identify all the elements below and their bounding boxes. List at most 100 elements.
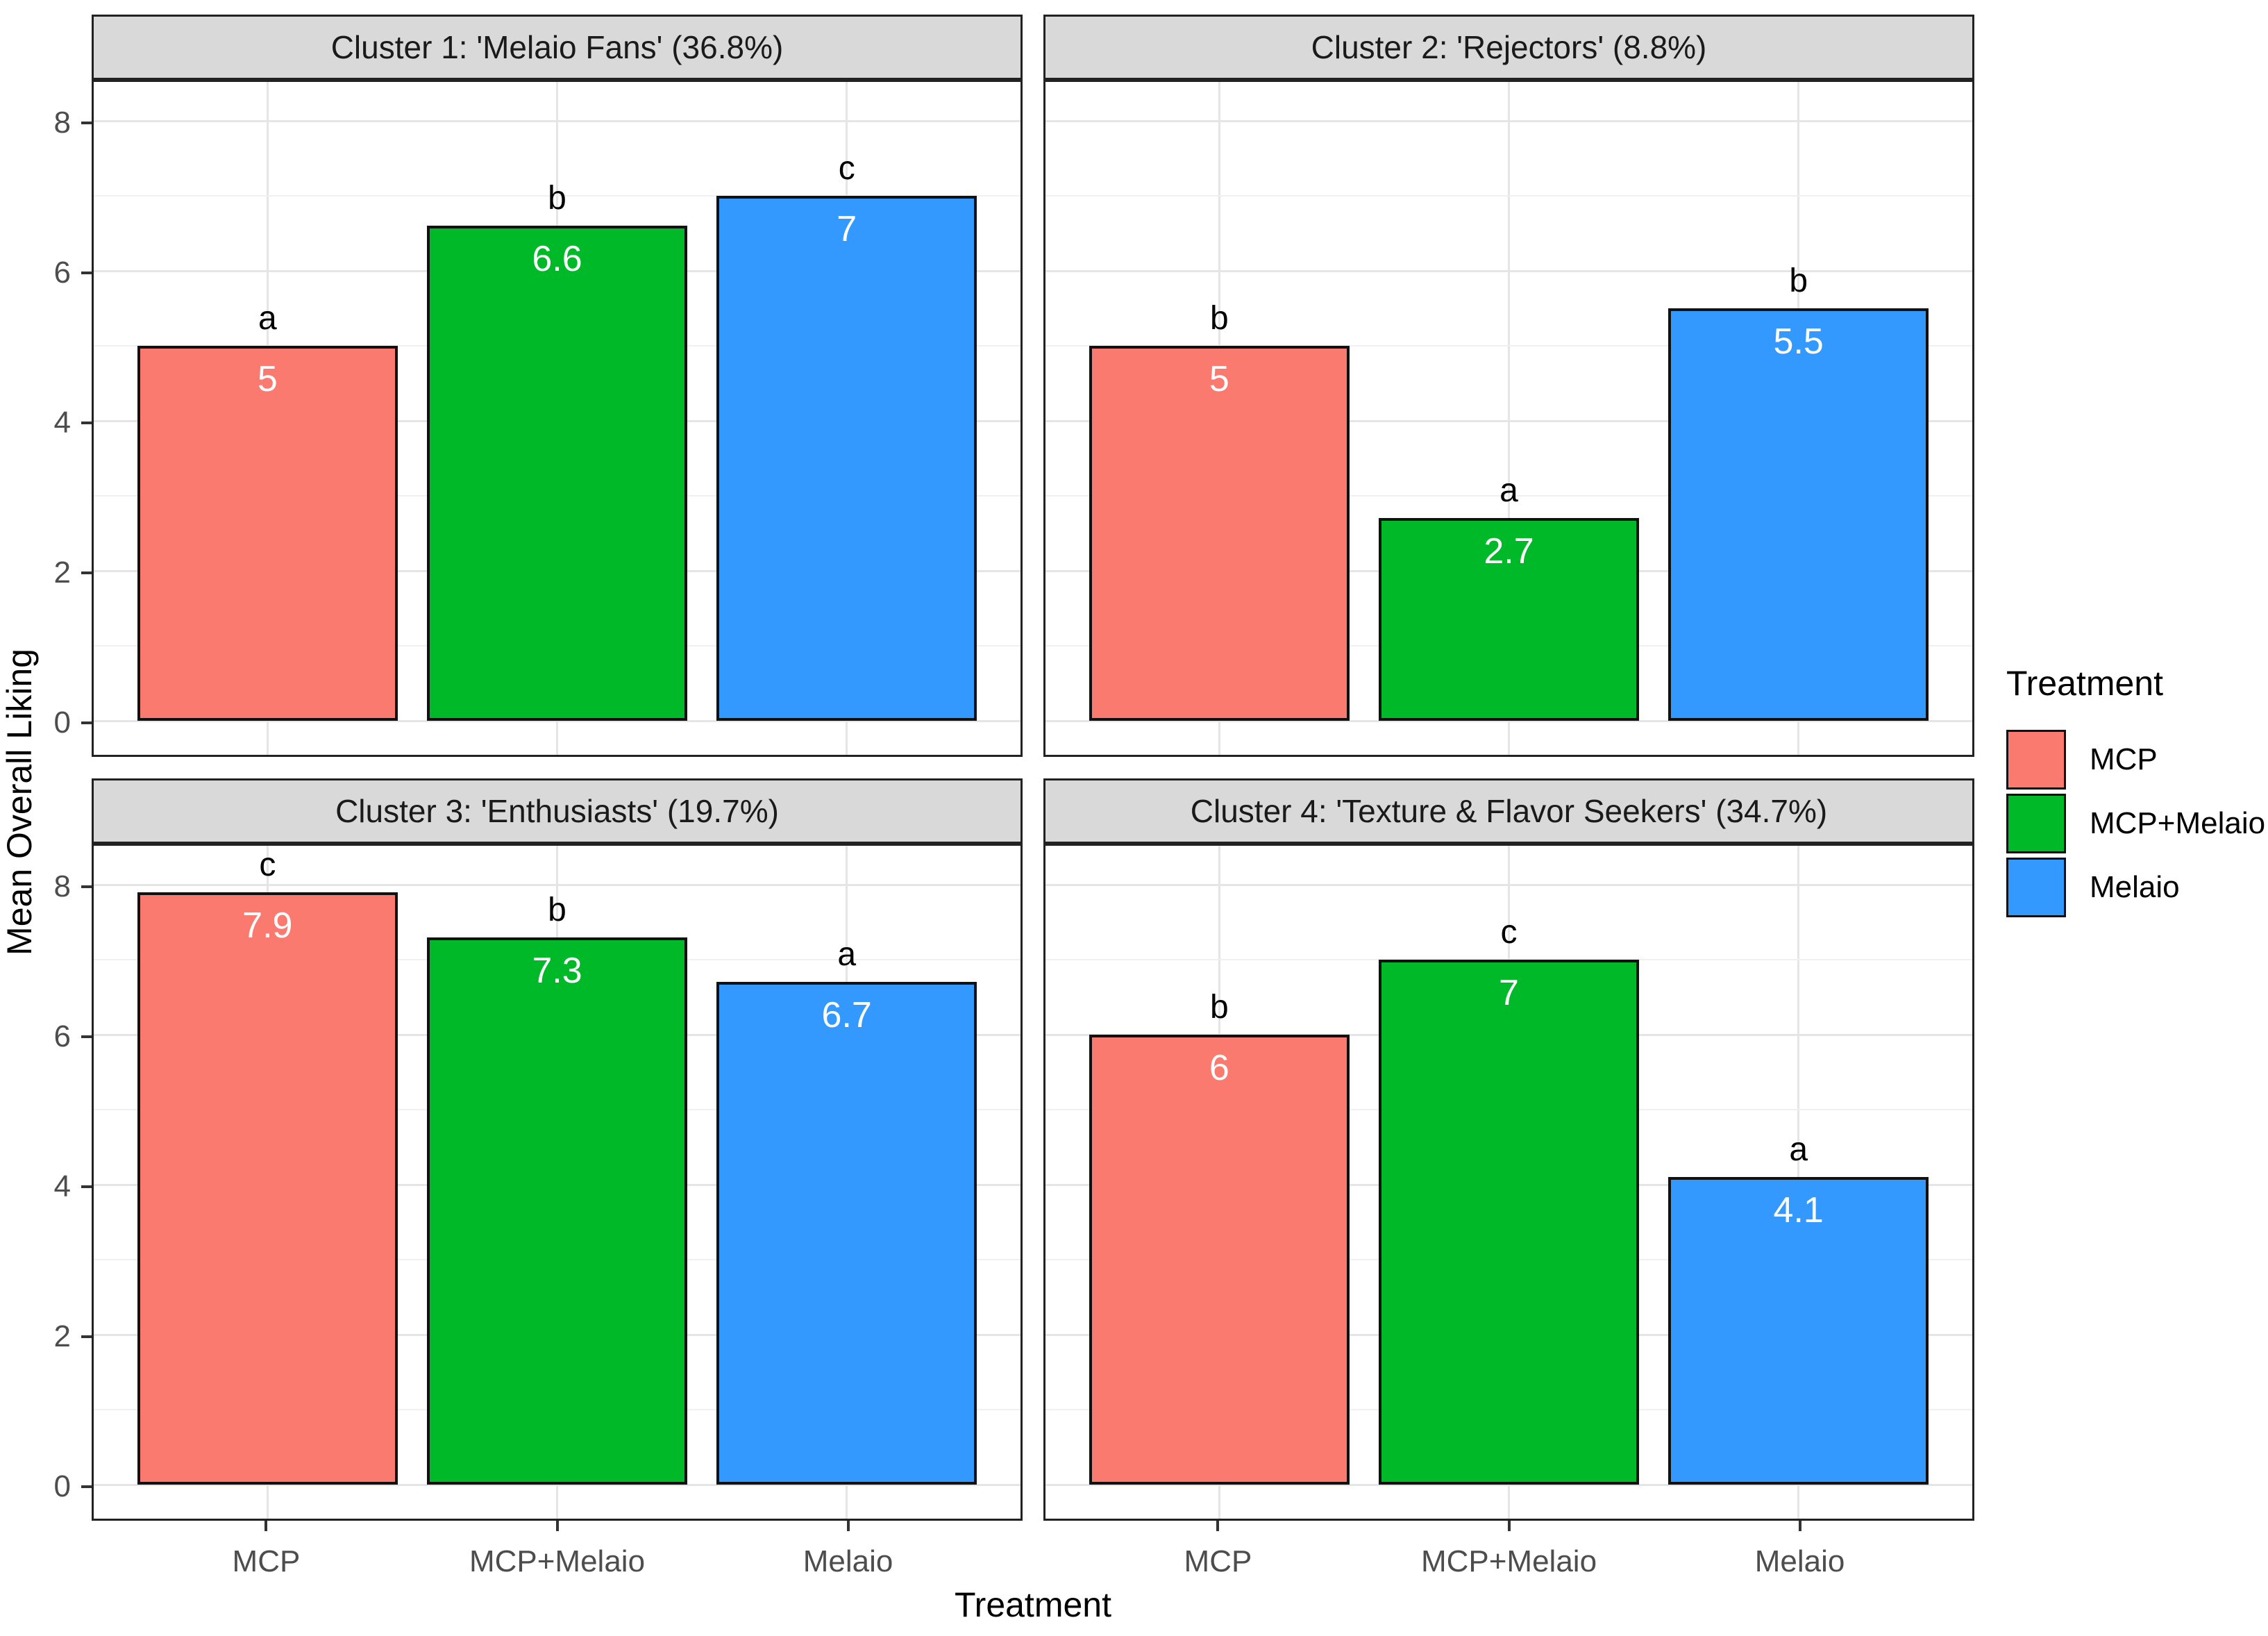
bar-value-label: 2.7 [1484, 531, 1534, 572]
gridline-minor [94, 195, 1020, 197]
bar-value-label: 4.1 [1773, 1190, 1824, 1231]
significance-letter: c [259, 846, 276, 883]
significance-letter: a [258, 300, 277, 337]
facet-title: Cluster 4: 'Texture & Flavor Seekers' (3… [1190, 793, 1828, 829]
bar-melaio: 5.5 [1668, 308, 1929, 721]
facet-strip-cluster4: Cluster 4: 'Texture & Flavor Seekers' (3… [1043, 778, 1974, 844]
facet-panel-cluster4: 6 b 7 c 4.1 a [1043, 844, 1974, 1521]
y-tick-label: 6 [53, 256, 71, 290]
x-tick-label: Melaio [1754, 1544, 1845, 1578]
y-tick-mark [81, 122, 92, 124]
significance-letter: a [837, 936, 857, 974]
gridline-minor [1045, 195, 1972, 197]
y-tick-mark [81, 421, 92, 424]
y-tick-mark [81, 1035, 92, 1038]
gridline-major [1045, 269, 1972, 272]
bar-value-label: 7.3 [532, 950, 582, 991]
x-tick-label: MCP+Melaio [1420, 1544, 1597, 1578]
bar-value-label: 5 [257, 359, 278, 399]
bar-value-label: 5.5 [1773, 322, 1824, 362]
gridline-major [94, 883, 1020, 886]
y-tick-mark [81, 1185, 92, 1188]
facet-title: Cluster 2: 'Rejectors' (8.8%) [1311, 29, 1707, 65]
bar-mcp: 7.9 [137, 892, 398, 1485]
facet-panel-cluster3: 7.9 c 7.3 b 6.7 a [92, 844, 1023, 1521]
bar-melaio: 7 [716, 196, 977, 721]
y-tick-label: 4 [53, 1169, 71, 1203]
x-tick-mark [1507, 1521, 1511, 1531]
bar-value-label: 6.7 [821, 995, 872, 1036]
gridline-major [1045, 883, 1972, 886]
gridline-major [94, 1483, 1020, 1486]
legend-key-melaio: Melaio [2006, 858, 2263, 917]
y-tick-label: 8 [53, 869, 71, 903]
x-tick-label: MCP [232, 1544, 301, 1578]
legend-swatch-melaio [2006, 858, 2066, 917]
bar-value-label: 7.9 [242, 905, 293, 946]
bar-mcp+melaio: 7 [1378, 960, 1640, 1485]
legend-title: Treatment [2006, 664, 2164, 703]
y-tick-label: 8 [53, 106, 71, 140]
facet-strip-cluster2: Cluster 2: 'Rejectors' (8.8%) [1043, 15, 1974, 80]
significance-letter: b [548, 180, 566, 217]
bar-value-label: 5 [1209, 359, 1229, 399]
gridline-major [94, 719, 1020, 722]
facet-panel-cluster2: 5 b 2.7 a 5.5 b [1043, 80, 1974, 757]
facet-panel-cluster1: 5 a 6.6 b 7 c [92, 80, 1023, 757]
y-tick-label: 0 [53, 1469, 71, 1503]
significance-letter: a [1500, 472, 1518, 510]
bar-mcp+melaio: 2.7 [1378, 518, 1640, 721]
bar-value-label: 7 [837, 209, 857, 249]
gridline-major [1045, 1483, 1972, 1486]
facet-strip-cluster1: Cluster 1: 'Melaio Fans' (36.8%) [92, 15, 1023, 80]
facet-title: Cluster 3: 'Enthusiasts' (19.7%) [335, 793, 779, 829]
y-tick-mark [81, 1335, 92, 1338]
gridline-major [1045, 119, 1972, 122]
bar-mcp: 5 [1089, 346, 1350, 721]
y-tick-mark [81, 885, 92, 888]
y-tick-mark [81, 721, 92, 724]
legend-swatch-mcp-melaio [2006, 794, 2066, 853]
significance-letter: b [1789, 262, 1808, 299]
legend-label: MCP [2090, 742, 2158, 776]
y-axis-title: Mean Overall Liking [0, 649, 39, 955]
gridline-minor [1045, 345, 1972, 347]
significance-letter: c [838, 150, 855, 187]
significance-letter: b [1209, 989, 1229, 1026]
legend-label: MCP+Melaio [2090, 806, 2266, 840]
legend-swatch-mcp [2006, 730, 2066, 790]
y-tick-label: 2 [53, 1319, 71, 1353]
legend-label: Melaio [2090, 870, 2180, 904]
gridline-vertical [1508, 82, 1510, 755]
x-tick-mark [846, 1521, 850, 1531]
bar-mcp+melaio: 6.6 [426, 226, 688, 721]
x-tick-mark [1216, 1521, 1220, 1531]
legend: Treatment MCP MCP+Melaio Melaio [2006, 663, 2266, 921]
facet-strip-cluster3: Cluster 3: 'Enthusiasts' (19.7%) [92, 778, 1023, 844]
x-tick-label: Melaio [803, 1544, 893, 1578]
facet-title: Cluster 1: 'Melaio Fans' (36.8%) [330, 29, 784, 65]
bar-value-label: 6 [1209, 1048, 1229, 1088]
x-tick-label: MCP [1184, 1544, 1252, 1578]
x-tick-mark [264, 1521, 268, 1531]
bar-mcp+melaio: 7.3 [426, 937, 688, 1485]
significance-letter: b [1209, 300, 1229, 337]
bar-mcp: 5 [137, 346, 398, 721]
x-tick-mark [555, 1521, 559, 1531]
bar-value-label: 6.6 [532, 239, 582, 280]
y-tick-label: 0 [53, 706, 71, 740]
x-tick-mark [1798, 1521, 1801, 1531]
gridline-major [94, 119, 1020, 122]
legend-key-mcp-melaio: MCP+Melaio [2006, 794, 2266, 853]
x-tick-label: MCP+Melaio [469, 1544, 646, 1578]
legend-key-mcp: MCP [2006, 730, 2263, 790]
bar-value-label: 7 [1499, 973, 1519, 1013]
significance-letter: a [1789, 1131, 1808, 1169]
y-tick-mark [81, 571, 92, 574]
gridline-major [1045, 419, 1972, 422]
gridline-major [1045, 719, 1972, 722]
bar-melaio: 4.1 [1668, 1177, 1929, 1485]
y-tick-label: 2 [53, 556, 71, 590]
y-tick-mark [81, 1485, 92, 1488]
